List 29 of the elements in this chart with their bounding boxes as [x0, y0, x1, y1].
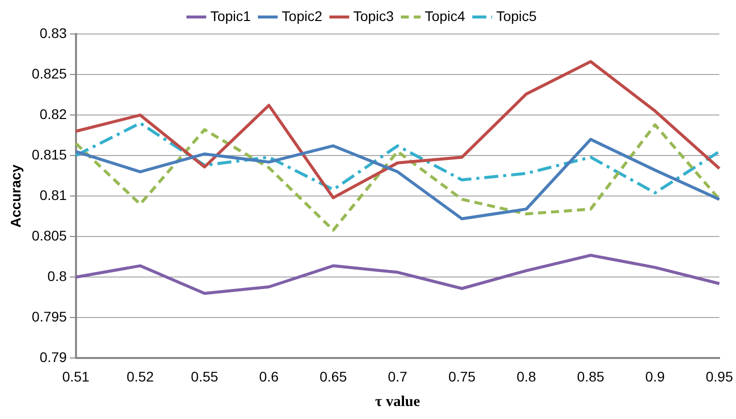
y-tick-label: 0.795 — [32, 308, 68, 325]
y-tick-label: 0.81 — [40, 186, 68, 203]
x-tick-label: 0.52 — [126, 368, 154, 384]
legend-label: Topic1 — [210, 8, 252, 24]
x-tick-label: 0.6 — [259, 368, 279, 384]
y-tick-label: 0.82 — [40, 106, 68, 122]
x-tick-label: 0.75 — [448, 368, 476, 384]
x-tick-label: 0.65 — [320, 368, 348, 384]
x-tick-label: 0.7 — [388, 368, 408, 384]
x-tick-label: 0.51 — [62, 368, 90, 384]
x-tick-label: 0.55 — [190, 368, 218, 384]
line-series — [74, 123, 721, 232]
x-axis-title: τ value — [375, 394, 420, 410]
legend-label: Topic4 — [424, 8, 466, 24]
x-tick-label: 0.85 — [577, 368, 605, 384]
y-tick-label: 0.79 — [40, 349, 68, 366]
y-tick-label: 0.825 — [32, 65, 68, 82]
legend-label: Topic3 — [353, 8, 394, 24]
y-tick-label: 0.8 — [47, 268, 68, 284]
x-tick-label: 0.95 — [706, 368, 734, 384]
legend-label: Topic2 — [282, 8, 322, 24]
x-tick-label: 0.8 — [516, 368, 536, 384]
x-tick-label: 0.9 — [645, 368, 665, 384]
line-series — [74, 122, 721, 194]
y-axis-title: Accuracy — [7, 164, 24, 228]
y-tick-label: 0.815 — [32, 146, 68, 162]
y-tick-label: 0.805 — [32, 227, 68, 244]
legend-label: Topic5 — [496, 8, 537, 24]
y-tick-label: 0.83 — [40, 24, 68, 41]
